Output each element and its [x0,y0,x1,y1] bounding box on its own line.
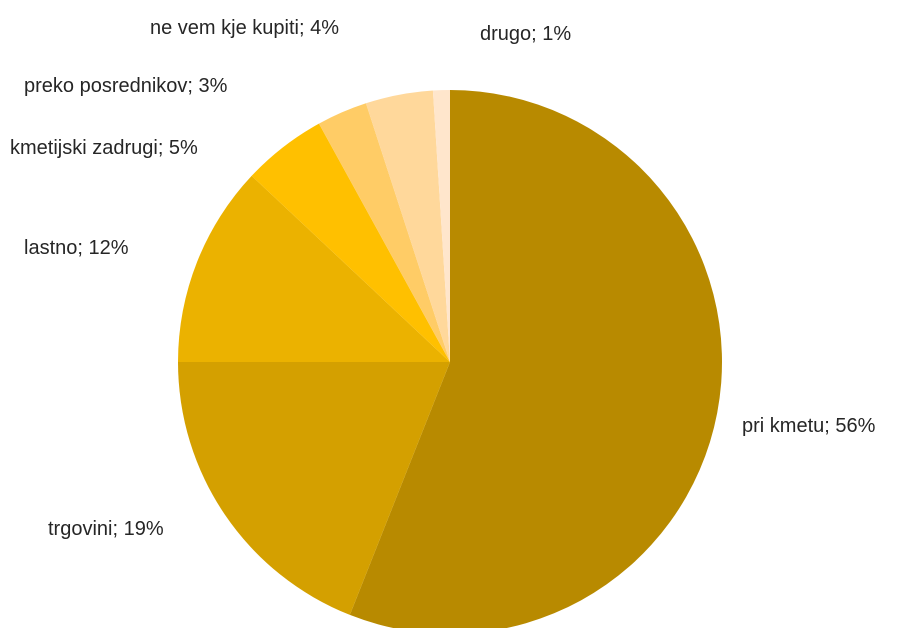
pie-slices [178,90,722,628]
pie-slice-preko-posrednikov [318,103,450,362]
pie-slice-ne-vem-kje-kupiti [365,90,450,362]
slice-label-lastno: lastno; 12% [24,237,129,259]
slice-label-kmetijski-zadrugi: kmetijski zadrugi; 5% [10,137,198,159]
slice-label-trgovini: trgovini; 19% [48,518,164,540]
pie-slice-pri-kmetu [349,90,722,628]
slice-label-drugo: drugo; 1% [480,23,571,45]
slice-label-pri-kmetu: pri kmetu; 56% [742,415,876,437]
pie-slice-kmetijski-zadrugi [251,123,450,362]
pie-labels: pri kmetu; 56% trgovini; 19% lastno; 12%… [10,17,876,540]
pie-slice-lastno [178,175,450,362]
slice-label-ne-vem-kje-kupiti: ne vem kje kupiti; 4% [150,17,339,39]
pie-slice-trgovini [178,362,450,615]
slice-label-preko-posrednikov: preko posrednikov; 3% [24,75,228,97]
pie-slice-drugo [432,90,450,362]
